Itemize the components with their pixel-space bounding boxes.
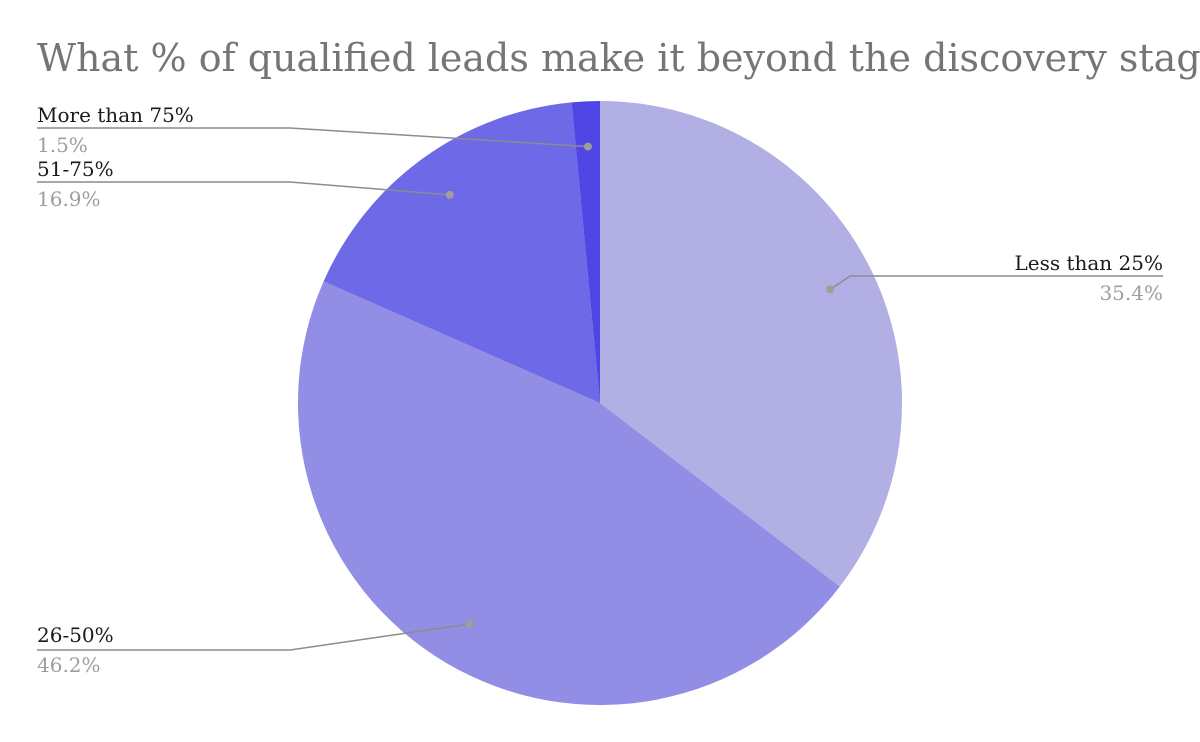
leader-dot [465, 619, 474, 628]
pie-slice-26-50 [297, 281, 840, 705]
slice-value-label: 16.9% [37, 187, 101, 211]
slice-label: 51-75% [37, 157, 114, 181]
slice-value-label: 35.4% [1099, 281, 1163, 305]
leader-dot [583, 142, 592, 151]
slice-label: Less than 25% [1014, 251, 1163, 275]
leader-line [37, 127, 588, 148]
pie-slices [297, 101, 903, 705]
leader-line [37, 623, 470, 651]
slice-label: 26-50% [37, 623, 114, 647]
slice-labels: Less than 25% 35.4% 26-50% 46.2% 51-75% 16.9%… [37, 103, 1163, 677]
pie-slice-51-75 [323, 102, 600, 404]
slice-value-label: 46.2% [37, 653, 101, 677]
leader-line [829, 275, 1163, 290]
pie-slice-less-than-25 [600, 101, 903, 587]
leader-line [37, 181, 450, 196]
slice-label: More than 75% [37, 103, 194, 127]
chart-title: What % of qualified leads make it beyond… [37, 36, 1200, 80]
leader-dot [826, 285, 835, 294]
pie-slice-more-than-75 [571, 101, 600, 403]
leader-dot [445, 190, 454, 199]
slice-value-label: 1.5% [37, 133, 88, 157]
